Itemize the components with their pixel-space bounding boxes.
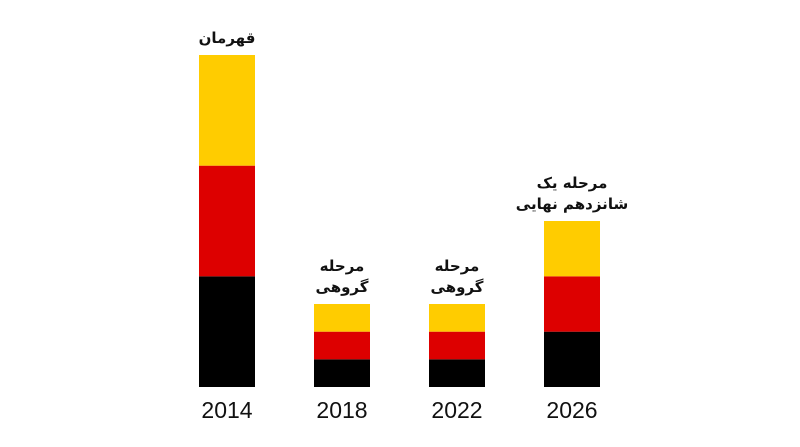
bar-segment bbox=[544, 276, 600, 332]
bar-segment bbox=[544, 331, 600, 387]
x-tick-label: 2014 bbox=[201, 397, 252, 423]
bar-segment bbox=[199, 55, 255, 166]
bar-annotation: مرحله bbox=[435, 257, 480, 275]
bar-segment bbox=[314, 304, 370, 332]
bar-segment bbox=[429, 359, 485, 387]
x-tick-label: 2018 bbox=[316, 397, 367, 423]
x-tick-label: 2022 bbox=[431, 397, 482, 423]
bar-segment bbox=[429, 304, 485, 332]
bar-segment bbox=[544, 221, 600, 277]
x-tick-label: 2026 bbox=[546, 397, 597, 423]
bar-annotation: مرحله یک bbox=[537, 174, 608, 192]
bar-segment bbox=[199, 276, 255, 387]
bar-annotation: شانزدهم نهایی bbox=[516, 195, 628, 213]
bar-annotation: گروهی bbox=[316, 278, 369, 296]
bar-segment bbox=[199, 165, 255, 277]
bar-annotation: قهرمان bbox=[199, 29, 256, 47]
bar-annotation: مرحله bbox=[320, 257, 365, 275]
bar-annotation: گروهی bbox=[431, 278, 484, 296]
bar-segment bbox=[314, 359, 370, 387]
bar-segment bbox=[314, 331, 370, 360]
bar-segment bbox=[429, 331, 485, 360]
